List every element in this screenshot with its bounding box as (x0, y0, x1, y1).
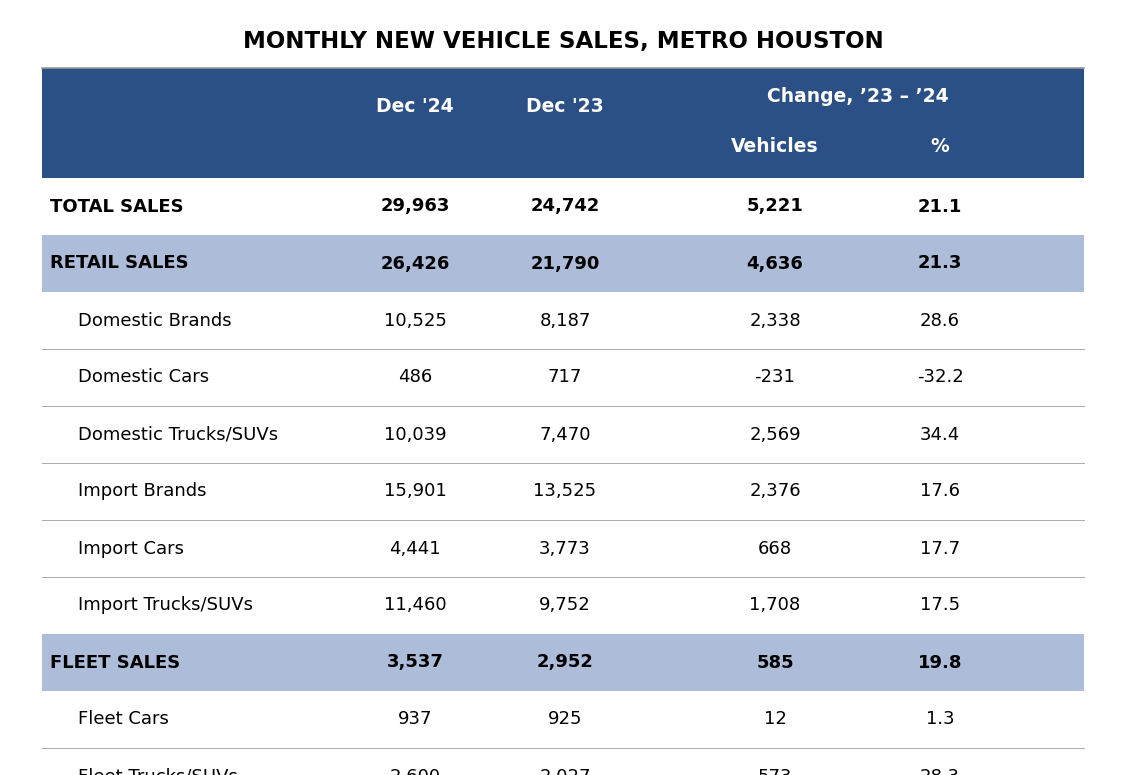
Text: Domestic Cars: Domestic Cars (78, 368, 209, 387)
Text: 925: 925 (547, 711, 582, 728)
Bar (42, 406, 1084, 463)
Bar (42, 691, 1084, 748)
Text: -231: -231 (754, 368, 795, 387)
Text: Fleet Trucks/SUVs: Fleet Trucks/SUVs (78, 767, 238, 775)
Bar (42, 577, 1084, 634)
Bar (42, 68, 1084, 178)
Bar (42, 349, 1084, 406)
Text: Dec '24: Dec '24 (376, 97, 454, 115)
Text: 10,525: 10,525 (384, 312, 446, 329)
Bar (42, 748, 1084, 775)
Text: Import Trucks/SUVs: Import Trucks/SUVs (78, 597, 253, 615)
Text: Domestic Trucks/SUVs: Domestic Trucks/SUVs (78, 425, 278, 443)
Text: 15,901: 15,901 (384, 483, 446, 501)
Text: 2,952: 2,952 (537, 653, 593, 671)
Bar (42, 634, 1084, 691)
Text: Import Brands: Import Brands (78, 483, 206, 501)
Text: 2,569: 2,569 (749, 425, 801, 443)
Bar (42, 520, 1084, 577)
Text: FLEET SALES: FLEET SALES (50, 653, 180, 671)
Text: 17.7: 17.7 (920, 539, 960, 557)
Text: 11,460: 11,460 (384, 597, 446, 615)
Bar (42, 178, 1084, 235)
Text: 12: 12 (763, 711, 786, 728)
Text: 21.1: 21.1 (918, 198, 963, 215)
Text: 585: 585 (757, 653, 794, 671)
Text: 34.4: 34.4 (920, 425, 960, 443)
Text: TOTAL SALES: TOTAL SALES (50, 198, 184, 215)
Text: Domestic Brands: Domestic Brands (78, 312, 232, 329)
Text: 1,708: 1,708 (750, 597, 801, 615)
Text: 2,338: 2,338 (749, 312, 801, 329)
Text: 2,027: 2,027 (539, 767, 591, 775)
Bar (42, 292, 1084, 349)
Text: Import Cars: Import Cars (78, 539, 184, 557)
Text: 24,742: 24,742 (530, 198, 600, 215)
Text: 717: 717 (548, 368, 582, 387)
Text: 486: 486 (397, 368, 432, 387)
Text: Change, ’23 – ’24: Change, ’23 – ’24 (767, 87, 948, 105)
Text: MONTHLY NEW VEHICLE SALES, METRO HOUSTON: MONTHLY NEW VEHICLE SALES, METRO HOUSTON (242, 30, 884, 53)
Text: 5,221: 5,221 (747, 198, 804, 215)
Text: 4,636: 4,636 (747, 254, 804, 273)
Text: 937: 937 (397, 711, 432, 728)
Text: 4,441: 4,441 (390, 539, 440, 557)
Text: 28.3: 28.3 (920, 767, 960, 775)
Text: 21,790: 21,790 (530, 254, 600, 273)
Text: RETAIL SALES: RETAIL SALES (50, 254, 189, 273)
Text: 7,470: 7,470 (539, 425, 591, 443)
Text: 29,963: 29,963 (381, 198, 449, 215)
Text: 10,039: 10,039 (384, 425, 446, 443)
Text: -32.2: -32.2 (917, 368, 964, 387)
Text: 28.6: 28.6 (920, 312, 960, 329)
Text: 668: 668 (758, 539, 792, 557)
Text: 21.3: 21.3 (918, 254, 963, 273)
Text: %: % (930, 136, 949, 156)
Text: 2,376: 2,376 (749, 483, 801, 501)
Text: Dec '23: Dec '23 (526, 97, 604, 115)
Text: 3,537: 3,537 (386, 653, 444, 671)
Text: Vehicles: Vehicles (731, 136, 819, 156)
Bar (42, 463, 1084, 520)
Text: 17.6: 17.6 (920, 483, 960, 501)
Text: 19.8: 19.8 (918, 653, 963, 671)
Text: 13,525: 13,525 (534, 483, 597, 501)
Text: 1.3: 1.3 (926, 711, 955, 728)
Text: 573: 573 (758, 767, 793, 775)
Text: 9,752: 9,752 (539, 597, 591, 615)
Bar (42, 235, 1084, 292)
Text: 3,773: 3,773 (539, 539, 591, 557)
Text: Fleet Cars: Fleet Cars (78, 711, 169, 728)
Text: 17.5: 17.5 (920, 597, 960, 615)
Text: 8,187: 8,187 (539, 312, 591, 329)
Text: 26,426: 26,426 (381, 254, 449, 273)
Text: 2,600: 2,600 (390, 767, 440, 775)
